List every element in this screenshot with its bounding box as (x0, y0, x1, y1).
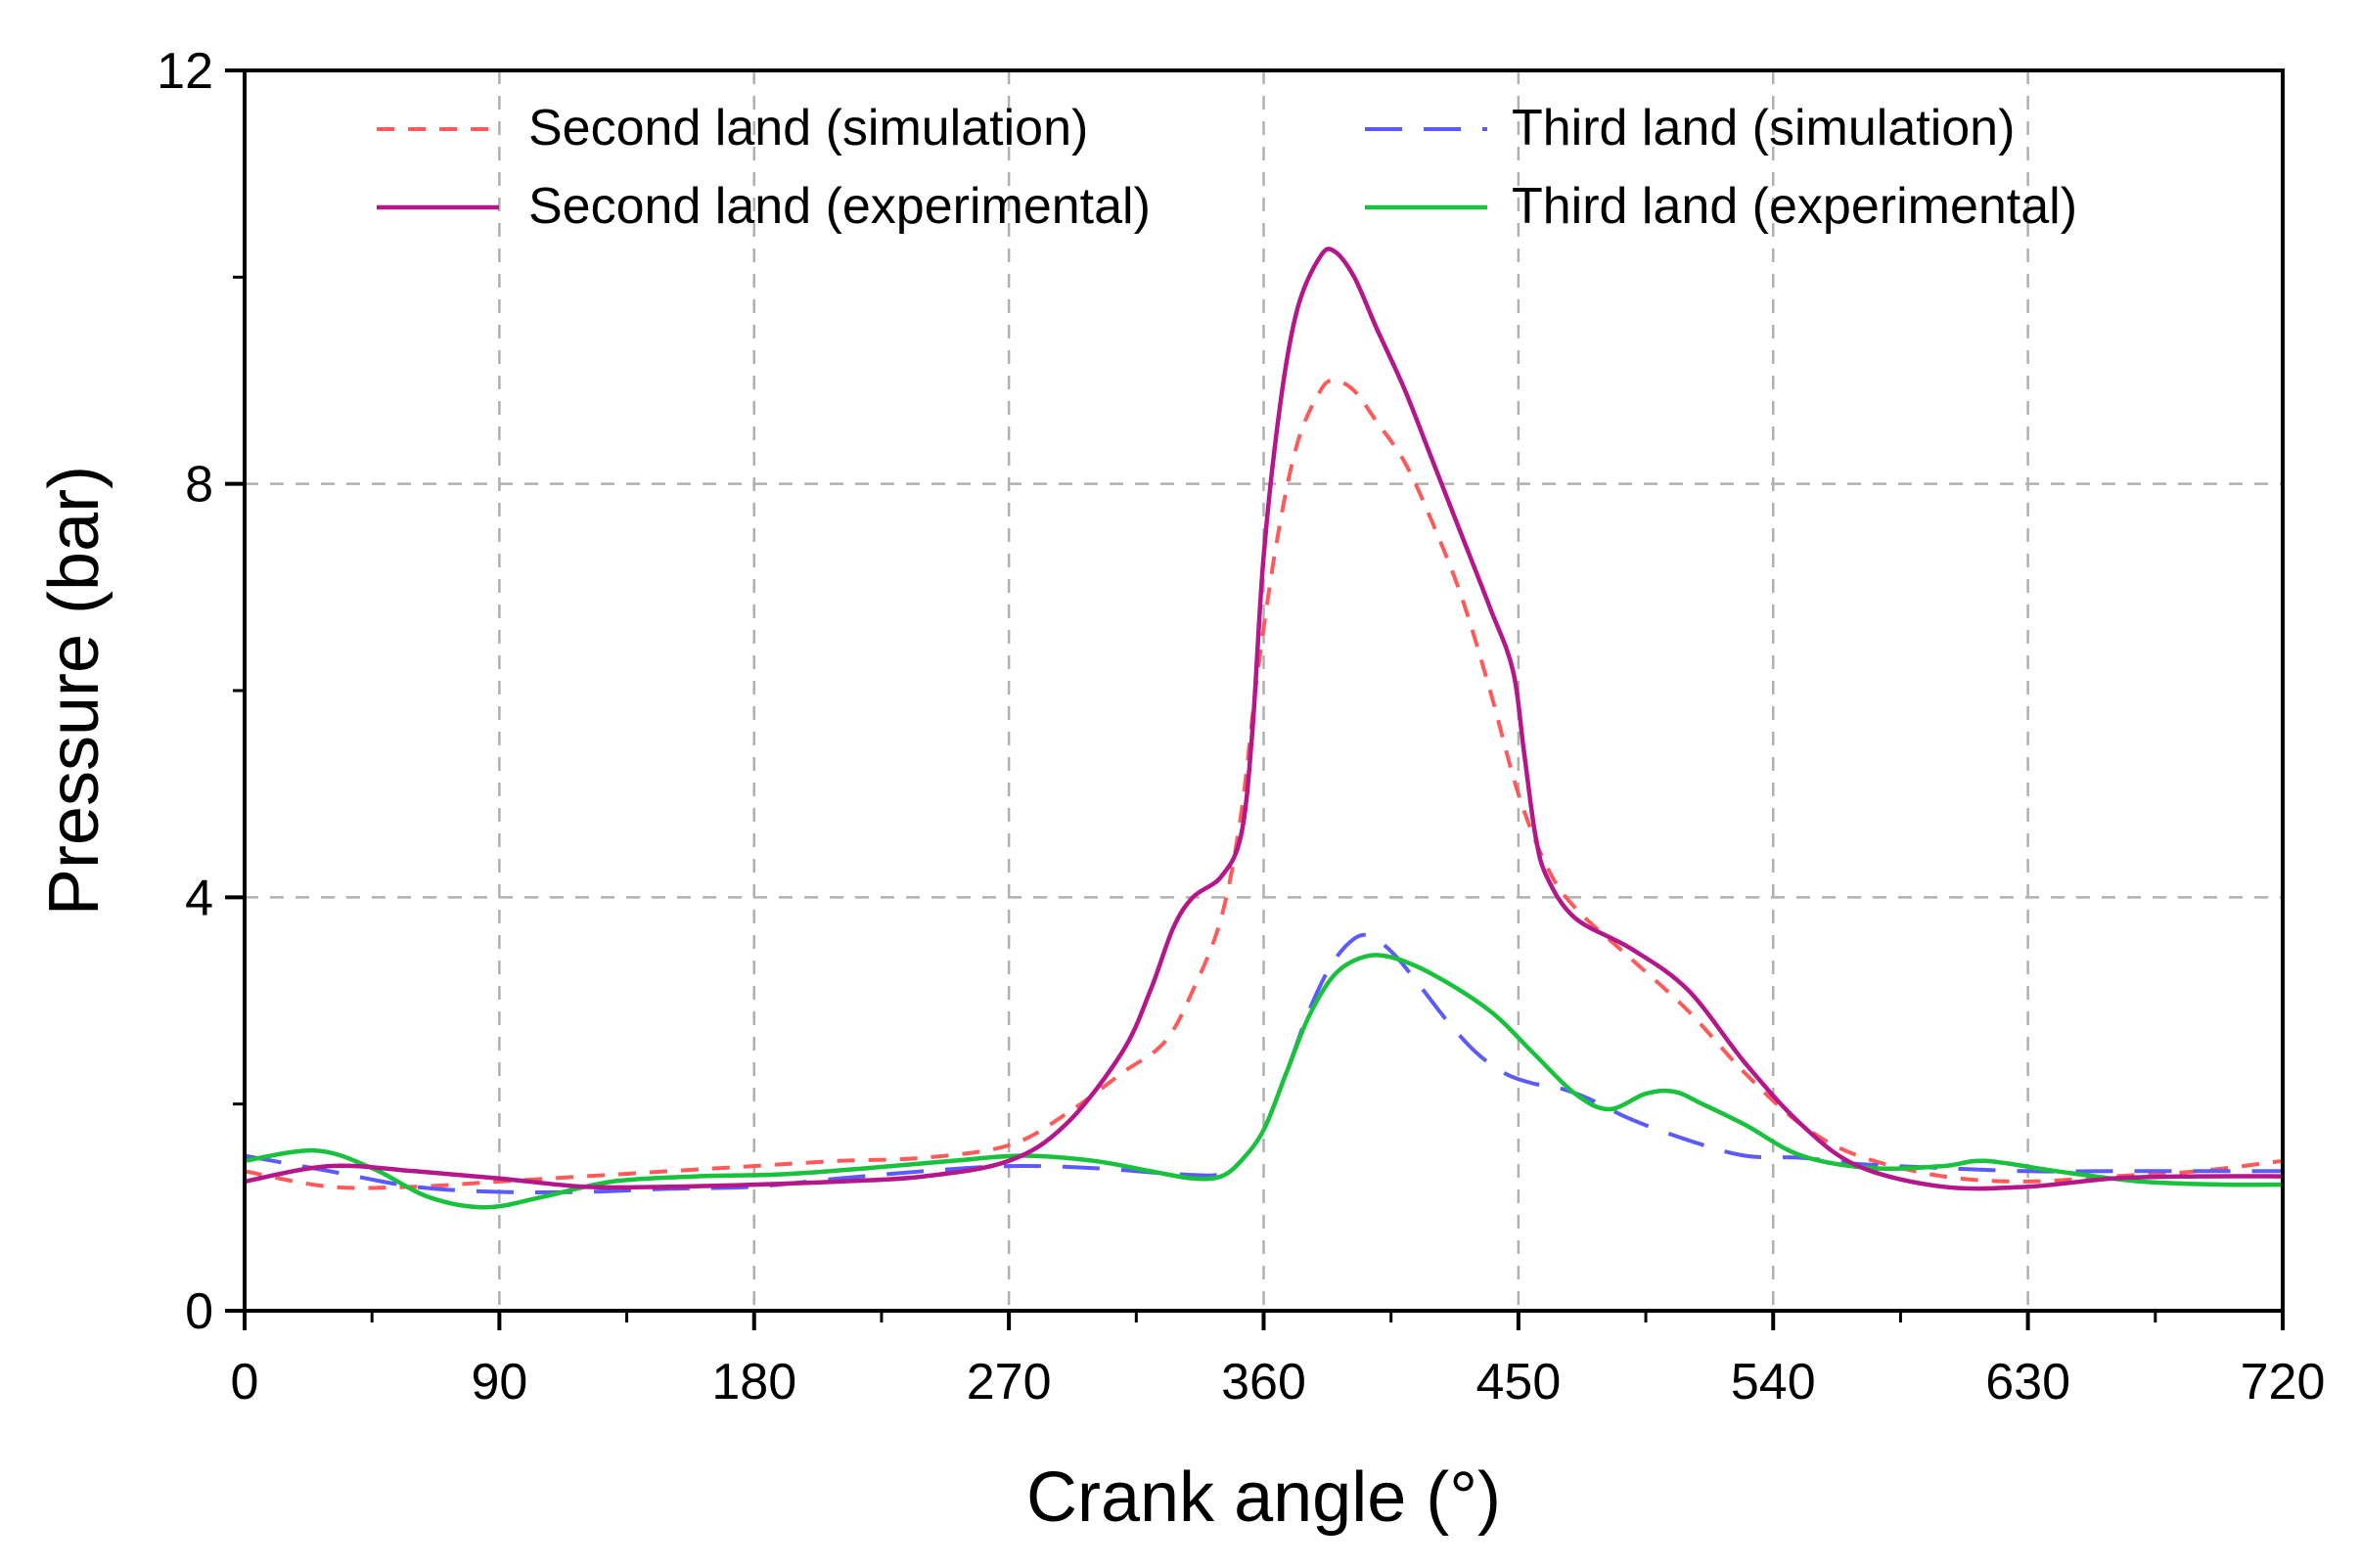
grid-lines (245, 70, 2283, 1311)
legend-item-second-exp: Second land (experimental) (377, 178, 1151, 235)
y-tick-label-12: 12 (157, 43, 213, 100)
x-tick-label-720: 720 (2241, 1354, 2326, 1411)
x-tick-label-270: 270 (967, 1354, 1052, 1411)
series-line-second-land-experimental (244, 246, 2284, 1191)
y-tick-label-8: 8 (185, 457, 213, 514)
x-tick-label-90: 90 (471, 1354, 527, 1411)
legend-item-third-exp: Third land (experimental) (1365, 178, 2077, 235)
y-axis-title: Pressure (bar) (35, 466, 113, 916)
legend-item-third-sim: Third land (simulation) (1365, 100, 2015, 157)
legend: Second land (simulation) Second land (ex… (377, 100, 2077, 235)
y-tick-label-0: 0 (185, 1283, 213, 1340)
series-line-second-land-simulation (244, 379, 2284, 1190)
x-axis-title: Crank angle (°) (1026, 1458, 1501, 1537)
legend-label-second-sim: Second land (simulation) (528, 100, 1088, 157)
legend-label-second-exp: Second land (experimental) (528, 178, 1151, 235)
y-ticks: 0 4 8 12 (157, 43, 245, 1340)
y-tick-label-4: 4 (185, 870, 213, 926)
legend-label-third-sim: Third land (simulation) (1512, 100, 2015, 157)
x-ticks: 0 90 180 270 360 450 540 630 720 (231, 1311, 2326, 1411)
x-tick-label-360: 360 (1221, 1354, 1306, 1411)
x-tick-label-630: 630 (1985, 1354, 2070, 1411)
x-tick-label-540: 540 (1731, 1354, 1816, 1411)
x-tick-label-450: 450 (1475, 1354, 1561, 1411)
x-tick-label-180: 180 (711, 1354, 796, 1411)
x-tick-label-0: 0 (231, 1354, 259, 1411)
legend-item-second-sim: Second land (simulation) (377, 100, 1088, 157)
series-lines (244, 246, 2284, 1210)
legend-label-third-exp: Third land (experimental) (1512, 178, 2077, 235)
